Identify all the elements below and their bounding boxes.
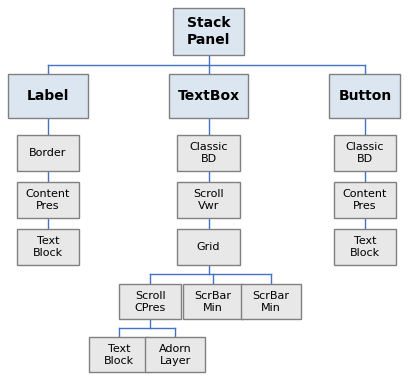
Text: Label: Label xyxy=(27,89,69,103)
Text: Text
Block: Text Block xyxy=(350,236,380,258)
FancyBboxPatch shape xyxy=(334,229,396,265)
FancyBboxPatch shape xyxy=(8,74,88,118)
FancyBboxPatch shape xyxy=(89,337,149,372)
Text: Classic
BD: Classic BD xyxy=(189,142,228,164)
Text: TextBox: TextBox xyxy=(178,89,239,103)
Text: Scroll
Vwr: Scroll Vwr xyxy=(193,189,224,211)
FancyBboxPatch shape xyxy=(241,284,301,319)
Text: Text
Block: Text Block xyxy=(33,236,63,258)
FancyBboxPatch shape xyxy=(169,74,248,118)
FancyBboxPatch shape xyxy=(145,337,205,372)
Text: ScrBar
Min: ScrBar Min xyxy=(253,290,289,313)
FancyBboxPatch shape xyxy=(17,229,79,265)
Text: Text
Block: Text Block xyxy=(104,343,134,366)
Text: Border: Border xyxy=(29,148,67,158)
FancyBboxPatch shape xyxy=(183,284,243,319)
FancyBboxPatch shape xyxy=(17,182,79,218)
Text: Button: Button xyxy=(338,89,392,103)
FancyBboxPatch shape xyxy=(177,229,240,265)
FancyBboxPatch shape xyxy=(173,8,244,55)
FancyBboxPatch shape xyxy=(177,135,240,171)
Text: Content
Pres: Content Pres xyxy=(26,189,70,211)
FancyBboxPatch shape xyxy=(119,284,181,319)
Text: ScrBar
Min: ScrBar Min xyxy=(194,290,231,313)
Text: Scroll
CPres: Scroll CPres xyxy=(135,290,166,313)
Text: Grid: Grid xyxy=(197,242,220,252)
FancyBboxPatch shape xyxy=(329,74,400,118)
Text: Classic
BD: Classic BD xyxy=(346,142,384,164)
Text: Stack
Panel: Stack Panel xyxy=(187,16,230,47)
Text: Content
Pres: Content Pres xyxy=(343,189,387,211)
FancyBboxPatch shape xyxy=(177,182,240,218)
Text: Adorn
Layer: Adorn Layer xyxy=(159,343,191,366)
FancyBboxPatch shape xyxy=(17,135,79,171)
FancyBboxPatch shape xyxy=(334,182,396,218)
FancyBboxPatch shape xyxy=(334,135,396,171)
